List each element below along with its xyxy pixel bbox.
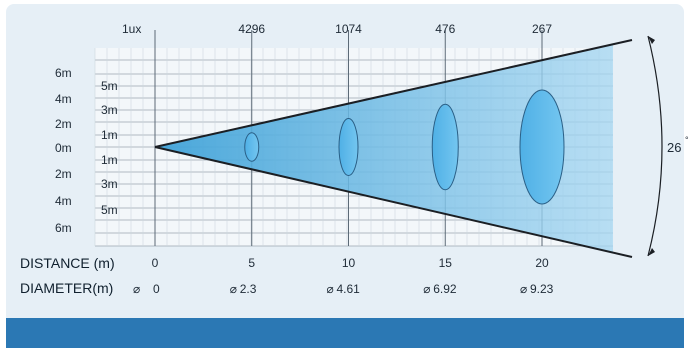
beam-cross-sections bbox=[244, 89, 565, 205]
diameter-symbol: ⌀ bbox=[230, 282, 237, 296]
outer-width-label: 0m bbox=[55, 141, 72, 155]
lux-value: 267 bbox=[532, 22, 552, 36]
lux-unit-label: 1ux bbox=[122, 22, 141, 36]
distance-value: 15 bbox=[439, 256, 453, 270]
outer-width-label: 4m bbox=[55, 194, 72, 208]
diameter-value: 9.23 bbox=[530, 282, 554, 296]
inner-width-label: 5m bbox=[101, 203, 118, 217]
diameter-symbol: ⌀ bbox=[327, 282, 334, 296]
diameter-symbol: ⌀ bbox=[520, 282, 527, 296]
outer-width-labels: 6m 4m 2m 0m 2m 4m 6m bbox=[55, 66, 72, 235]
beam-edge-top bbox=[154, 39, 633, 148]
lux-value: 1074 bbox=[335, 22, 362, 36]
diameter-value: 4.61 bbox=[337, 282, 361, 296]
inner-width-label: 1m bbox=[101, 153, 118, 167]
distance-value: 0 bbox=[152, 256, 159, 270]
footer-band bbox=[6, 318, 684, 348]
outer-width-label: 2m bbox=[55, 167, 72, 181]
inner-width-label: 1m bbox=[101, 128, 118, 142]
distance-value: 5 bbox=[248, 256, 255, 270]
beam-angle-label: 26 bbox=[667, 140, 681, 155]
diameter-values: 0 ⌀ 2.3 ⌀ 4.61 ⌀ 6.92 ⌀ 9.23 bbox=[153, 282, 554, 296]
inner-width-label: 5m bbox=[101, 79, 118, 93]
beam-ellipse bbox=[431, 103, 459, 191]
beam-edge-bottom bbox=[154, 146, 633, 258]
arc-arrow-bottom bbox=[648, 248, 655, 256]
distance-row-label: DISTANCE (m) bbox=[20, 255, 115, 271]
inner-width-label: 3m bbox=[101, 103, 118, 117]
diameter-value: 2.3 bbox=[240, 282, 257, 296]
beam-ellipse bbox=[338, 118, 359, 176]
outer-width-label: 6m bbox=[55, 221, 72, 235]
inner-width-labels: 5m 3m 1m 1m 3m 5m bbox=[101, 79, 118, 217]
lux-value: 476 bbox=[435, 22, 455, 36]
lux-values: 4296 1074 476 267 bbox=[238, 22, 552, 36]
beam-cone bbox=[155, 40, 632, 257]
outer-width-label: 4m bbox=[55, 92, 72, 106]
outer-width-label: 6m bbox=[55, 66, 72, 80]
degree-sign: ° bbox=[685, 135, 689, 145]
diameter-value: 0 bbox=[153, 282, 160, 296]
diameter-symbol: ⌀ bbox=[133, 282, 140, 296]
lux-value: 4296 bbox=[238, 22, 265, 36]
inner-width-label: 3m bbox=[101, 177, 118, 191]
diameter-row-label: DIAMETER(m) bbox=[20, 280, 113, 296]
beam-angle-arc bbox=[647, 35, 663, 257]
beam-ellipse bbox=[519, 89, 565, 205]
outer-width-label: 2m bbox=[55, 117, 72, 131]
arc-arrow-top bbox=[648, 36, 655, 44]
beam-ellipse bbox=[244, 132, 260, 162]
distance-value: 10 bbox=[342, 256, 356, 270]
diameter-symbol: ⌀ bbox=[423, 282, 430, 296]
distance-values: 0 5 10 15 20 bbox=[152, 256, 549, 270]
diameter-value: 6.92 bbox=[433, 282, 457, 296]
distance-value: 20 bbox=[535, 256, 549, 270]
